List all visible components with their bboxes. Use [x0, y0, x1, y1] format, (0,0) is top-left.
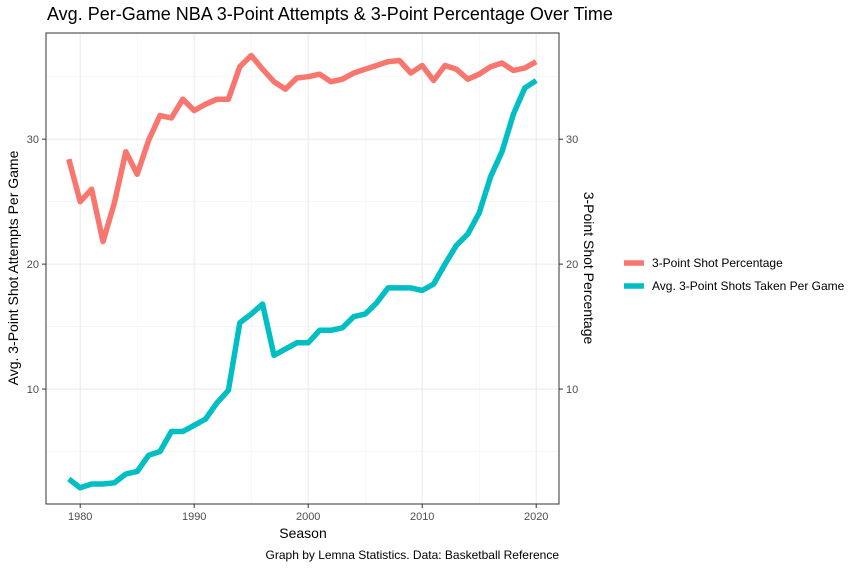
- y-axis-right: 10 20 30: [559, 134, 578, 396]
- major-gridlines: [46, 33, 559, 504]
- chart-title: Avg. Per-Game NBA 3-Point Attempts & 3-P…: [47, 4, 613, 24]
- y2-tick-label: 20: [566, 259, 578, 271]
- y2-axis-title: 3-Point Shot Percentage: [581, 192, 597, 345]
- panel-border: [45, 32, 560, 505]
- x-tick-label: 1980: [68, 511, 92, 523]
- x-tick-label: 2010: [410, 511, 434, 523]
- x-tick-label: 1990: [182, 511, 206, 523]
- legend: 3-Point Shot Percentage Avg. 3-Point Shot…: [624, 256, 845, 293]
- x-tick-label: 2000: [296, 511, 320, 523]
- caption: Graph by Lemna Statistics. Data: Basketb…: [266, 548, 560, 562]
- x-axis: 1980 1990 2000 2010 2020: [68, 504, 548, 523]
- series-lines: [66, 52, 538, 491]
- legend-label-1: 3-Point Shot Percentage: [652, 256, 783, 270]
- y2-tick-label: 30: [566, 134, 578, 146]
- y-tick-label: 10: [27, 384, 39, 396]
- x-axis-title: Season: [279, 525, 326, 541]
- y-axis-left: 10 20 30: [27, 134, 46, 396]
- y-tick-label: 20: [27, 259, 39, 271]
- minor-gridlines: [46, 33, 559, 504]
- plot-panel: [45, 32, 560, 505]
- y2-tick-label: 10: [566, 384, 578, 396]
- x-tick-label: 2020: [524, 511, 548, 523]
- series-line-1: [66, 52, 538, 245]
- y-axis-title: Avg. 3-Point Shot Attempts Per Game: [5, 150, 21, 385]
- legend-label-2: Avg. 3-Point Shots Taken Per Game: [652, 279, 845, 293]
- y-tick-label: 30: [27, 134, 39, 146]
- series-line-2: [67, 78, 538, 491]
